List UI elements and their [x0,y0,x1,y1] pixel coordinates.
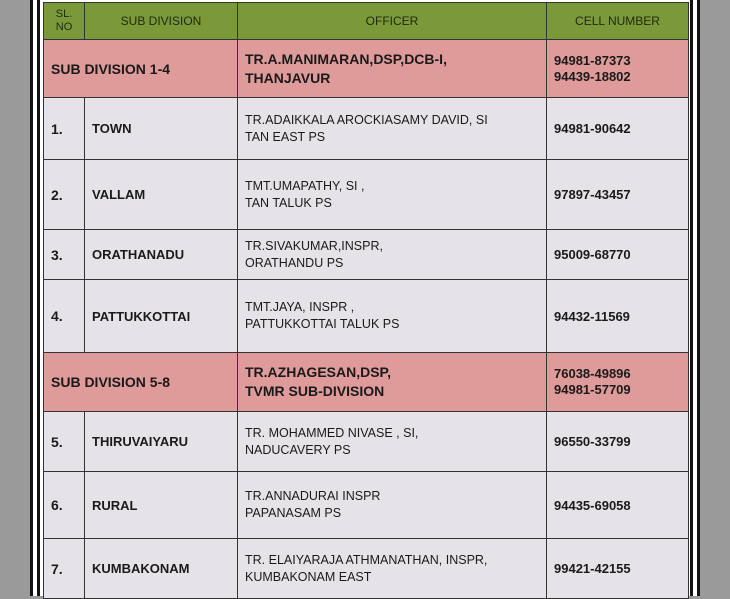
cell-number: 97897-43457 [546,159,689,230]
group-cell1: 94981-87373 [554,52,631,68]
header-officer: OFFICER [237,2,547,40]
table-row: 2. VALLAM TMT.UMAPATHY, SI , TAN TALUK PS… [43,159,689,230]
group-officer-line1: TR.A.MANIMARAN,DSP,DCB-I, [245,50,447,67]
officer-table: SL. NO SUB DIVISION OFFICER CELL NUMBER … [43,2,689,599]
officer-line2: TAN TALUK PS [245,195,332,210]
sub-division-name: TOWN [84,97,238,160]
sub-division-name: ORATHANADU [84,229,238,280]
group-label: SUB DIVISION 5-8 [43,352,238,412]
table-row: 3. ORATHANADU TR.SIVAKUMAR,INSPR, ORATHAN… [43,229,689,280]
officer-line2: ORATHANDU PS [245,255,344,270]
group-label: SUB DIVISION 1-4 [43,39,238,98]
table-header: SL. NO SUB DIVISION OFFICER CELL NUMBER [43,2,689,40]
header-cell-number: CELL NUMBER [546,2,689,40]
group-officer-line2: THANJAVUR [245,69,331,86]
officer-line2: PATTUKKOTTAI TALUK PS [245,317,400,331]
officer-line2: TAN EAST PS [245,129,326,144]
cell-number: 94435-69058 [546,471,689,539]
officer-line2: NADUCAVERY PS [245,442,351,457]
header-sl-no: SL. NO [43,2,85,40]
sub-division-name: RURAL [84,471,238,539]
sl-no: 7. [43,538,85,599]
officer-line2: PAPANASAM PS [245,506,342,520]
header-sub-division: SUB DIVISION [84,2,238,40]
officer-line1: TR.SIVAKUMAR,INSPR, [245,238,383,253]
officer-line2: KUMBAKONAM EAST [245,569,372,584]
cell-number: 95009-68770 [546,229,689,280]
group-officer-line1: TR.AZHAGESAN,DSP, [245,364,391,380]
cell-number: 99421-42155 [546,538,689,599]
table-row: 1. TOWN TR.ADAIKKALA AROCKIASAMY DAVID, … [43,97,689,160]
officer-line1: TR.ADAIKKALA AROCKIASAMY DAVID, SI [245,112,488,127]
sub-division-name: PATTUKKOTTAI [84,279,238,353]
sl-no: 2. [43,159,85,230]
cell-number: 94981-90642 [546,97,689,160]
group-row: SUB DIVISION 5-8 TR.AZHAGESAN,DSP, TVMR S… [43,352,689,412]
group-row: SUB DIVISION 1-4 TR.A.MANIMARAN,DSP,DCB-… [43,39,689,98]
officer-line1: TR. ELAIYARAJA ATHMANATHAN, INSPR, [245,552,488,567]
sl-no: 5. [43,411,85,472]
sub-division-name: THIRUVAIYARU [84,411,238,472]
table-row: 5. THIRUVAIYARU TR. MOHAMMED NIVASE , SI… [43,411,689,472]
officer-line1: TR. MOHAMMED NIVASE , SI, [245,425,419,440]
group-cell1: 76038-49896 [554,366,631,381]
sub-division-name: VALLAM [84,159,238,230]
sl-no: 1. [43,97,85,160]
officer-line1: TMT.UMAPATHY, SI , [245,178,365,193]
cell-number: 96550-33799 [546,411,689,472]
cell-number: 94432-11569 [546,279,689,353]
group-cell2: 94439-18802 [554,68,631,84]
sl-no: 6. [43,471,85,539]
sl-no: 4. [43,279,85,353]
group-officer-line2: TVMR SUB-DIVISION [245,383,385,399]
sl-no: 3. [43,229,85,280]
officer-line1: TR.ANNADURAI INSPR [245,489,381,503]
table-row: 4. PATTUKKOTTAI TMT.JAYA, INSPR , PATTUKK… [43,279,689,353]
officer-line1: TMT.JAYA, INSPR , [245,300,355,314]
table-row: 6. RURAL TR.ANNADURAI INSPR PAPANASAM PS … [43,471,689,539]
group-cell2: 94981-57709 [554,382,631,397]
table-row: 7. KUMBAKONAM TR. ELAIYARAJA ATHMANATHAN… [43,538,689,599]
sub-division-name: KUMBAKONAM [84,538,238,599]
